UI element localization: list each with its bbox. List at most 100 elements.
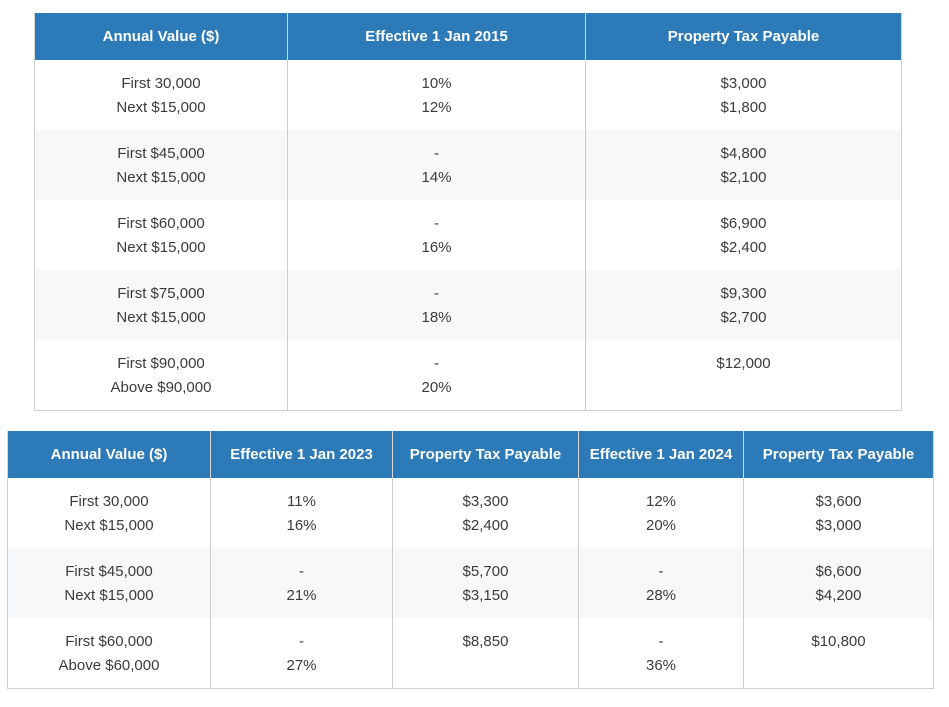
tax-payable-2024-line [744, 654, 933, 678]
tax-payable-line: $9,300 [720, 285, 767, 302]
table-header-row: Annual Value ($) Effective 1 Jan 2015 Pr… [34, 13, 902, 60]
tax-rate-line: - [434, 355, 439, 372]
annual-value-line: First $75,000 [117, 285, 205, 302]
tax-payable-cell: $4,800 $2,100 [585, 130, 902, 200]
tax-rate-line: 10% [421, 75, 452, 92]
annual-value-line: First $45,000 [65, 563, 153, 580]
tax-rate-2023-cell: - 21% [210, 548, 393, 618]
tax-payable-2024-line: $3,000 [815, 516, 862, 534]
tax-payable-2023-cell: $8,850 [392, 618, 579, 689]
table-row: First $45,000 Next $15,000 - 14% $4,800 $2,10… [34, 130, 902, 200]
table-row: First $90,000 Above $90,000 - 20% $12,000 [34, 340, 902, 411]
annual-value-line: Next $15,000 [116, 308, 206, 326]
annual-value-cell: First 30,000 Next $15,000 [7, 478, 211, 548]
tax-payable-line [586, 376, 901, 400]
tax-rate-line: - [434, 285, 439, 302]
tax-rate-2024-line: 20% [645, 516, 677, 534]
tax-payable-2024-line: $6,600 [815, 563, 862, 580]
annual-value-line: Next $15,000 [64, 516, 154, 534]
tax-rate-line: 18% [421, 308, 452, 326]
tax-payable-2023-cell: $3,300 $2,400 [392, 478, 579, 548]
tax-rate-2024-cell: 12% 20% [578, 478, 744, 548]
tax-rate-line: - [434, 215, 439, 232]
tax-payable-line: $12,000 [716, 355, 771, 372]
tax-rate-2024-cell: - 28% [578, 548, 744, 618]
tax-payable-2023-line: $8,850 [462, 633, 509, 650]
table-row: First 30,000 Next $15,000 10% 12% $3,000 $1,8… [34, 60, 902, 130]
tax-rate-line: 12% [421, 98, 452, 116]
tax-rate-2023-line: 16% [286, 516, 317, 534]
column-header-annual-value: Annual Value ($) [34, 13, 288, 60]
tax-payable-line: $3,000 [720, 75, 767, 92]
tax-rate-cell: - 18% [287, 270, 586, 340]
tax-rate-2023-cell: - 27% [210, 618, 393, 689]
annual-value-line: First $45,000 [117, 145, 205, 162]
annual-value-cell: First 30,000 Next $15,000 [34, 60, 288, 130]
tax-payable-2024-line: $10,800 [811, 633, 866, 650]
tax-rate-2023-line: 21% [286, 586, 317, 604]
tax-rate-cell: - 20% [287, 340, 586, 411]
property-tax-table-2015: Annual Value ($) Effective 1 Jan 2015 Pr… [34, 13, 902, 411]
tax-payable-cell: $6,900 $2,400 [585, 200, 902, 270]
tax-rate-2024-line: - [658, 633, 664, 650]
annual-value-line: Next $15,000 [116, 168, 206, 186]
property-tax-table-2023-2024: Annual Value ($) Effective 1 Jan 2023 Pr… [7, 431, 934, 689]
column-header-effective-2023: Effective 1 Jan 2023 [210, 431, 393, 478]
annual-value-cell: First $90,000 Above $90,000 [34, 340, 288, 411]
tax-payable-2024-cell: $10,800 [743, 618, 934, 689]
annual-value-cell: First $60,000 Next $15,000 [34, 200, 288, 270]
table-row: First $75,000 Next $15,000 - 18% $9,300 $2,70… [34, 270, 902, 340]
tax-rate-line: 14% [421, 168, 452, 186]
column-header-effective-2024: Effective 1 Jan 2024 [578, 431, 744, 478]
annual-value-line: Next $15,000 [64, 586, 154, 604]
tax-payable-line: $2,400 [720, 238, 767, 256]
table-row: First 30,000 Next $15,000 11% 16% $3,300 $2,4… [7, 478, 934, 548]
annual-value-cell: First $60,000 Above $60,000 [7, 618, 211, 689]
tax-payable-line: $2,100 [720, 168, 767, 186]
column-header-annual-value: Annual Value ($) [7, 431, 211, 478]
tax-payable-line: $6,900 [720, 215, 767, 232]
annual-value-line: First 30,000 [121, 75, 201, 92]
tax-rate-line: - [434, 145, 439, 162]
column-header-tax-payable-2024: Property Tax Payable [743, 431, 934, 478]
tax-payable-2023-line: $2,400 [462, 516, 509, 534]
tax-payable-2024-cell: $6,600 $4,200 [743, 548, 934, 618]
tax-rate-cell: 10% 12% [287, 60, 586, 130]
tax-payable-line: $2,700 [720, 308, 767, 326]
tax-payable-2023-line: $3,300 [462, 493, 509, 510]
tax-payable-cell: $12,000 [585, 340, 902, 411]
annual-value-line: First $60,000 [65, 633, 153, 650]
tax-rate-line: 20% [421, 378, 452, 396]
tax-payable-2023-line: $3,150 [462, 586, 509, 604]
table-row: First $45,000 Next $15,000 - 21% $5,700 $3,15… [7, 548, 934, 618]
tax-payable-2023-cell: $5,700 $3,150 [392, 548, 579, 618]
column-header-effective-2015: Effective 1 Jan 2015 [287, 13, 586, 60]
annual-value-line: Above $90,000 [110, 378, 212, 396]
tax-rate-2023-line: - [299, 633, 304, 650]
tax-rate-2024-line: 36% [645, 656, 677, 674]
annual-value-cell: First $75,000 Next $15,000 [34, 270, 288, 340]
table-row: First $60,000 Above $60,000 - 27% $8,850 - 36%… [7, 618, 934, 689]
tax-rate-2023-line: - [299, 563, 304, 580]
annual-value-line: Next $15,000 [116, 238, 206, 256]
tax-payable-2024-line: $4,200 [815, 586, 862, 604]
tax-rate-2023-line: 11% [287, 493, 316, 510]
annual-value-line: First $90,000 [117, 355, 205, 372]
annual-value-line: First 30,000 [69, 493, 149, 510]
tax-payable-cell: $9,300 $2,700 [585, 270, 902, 340]
tax-rate-cell: - 16% [287, 200, 586, 270]
table-header-row: Annual Value ($) Effective 1 Jan 2023 Pr… [7, 431, 934, 478]
tax-payable-line: $4,800 [720, 145, 767, 162]
tax-payable-2023-line: $5,700 [462, 563, 509, 580]
tax-payable-cell: $3,000 $1,800 [585, 60, 902, 130]
annual-value-cell: First $45,000 Next $15,000 [34, 130, 288, 200]
annual-value-line: First $60,000 [117, 215, 205, 232]
tax-rate-2024-line: 12% [645, 493, 677, 510]
tax-payable-2024-line: $3,600 [815, 493, 862, 510]
tax-rate-line: 16% [421, 238, 452, 256]
tax-rate-2024-cell: - 36% [578, 618, 744, 689]
tax-rate-2023-cell: 11% 16% [210, 478, 393, 548]
column-header-tax-payable-2023: Property Tax Payable [392, 431, 579, 478]
tax-payable-2023-line [393, 654, 578, 678]
tax-rate-2024-line: - [658, 563, 664, 580]
